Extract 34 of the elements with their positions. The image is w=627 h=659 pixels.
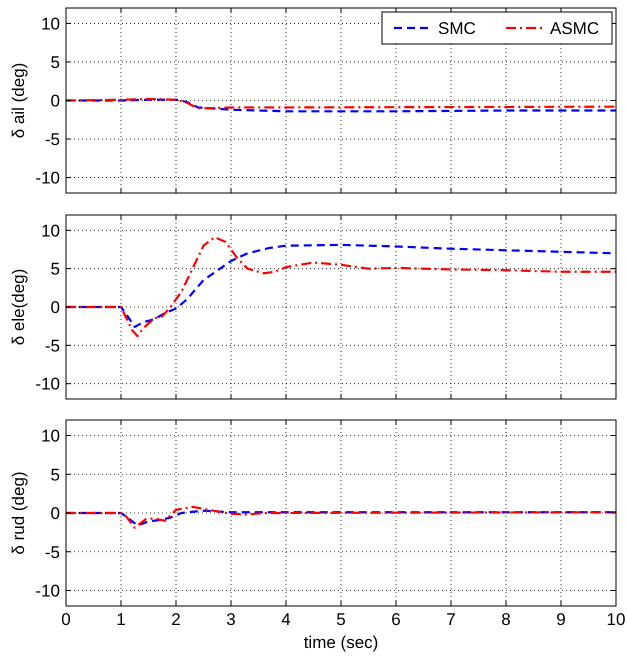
x-tick-label: 2 [171, 610, 181, 629]
x-axis-title: time (sec) [304, 633, 378, 652]
y-axis-title: δ rud (deg) [9, 471, 28, 555]
x-tick-label: 4 [281, 610, 291, 629]
x-tick-label: 6 [391, 610, 401, 629]
y-tick-label: 10 [41, 14, 60, 34]
legend-label: ASMC [550, 19, 600, 38]
y-tick-label: 10 [41, 221, 60, 240]
y-axis-title: δ ele(deg) [9, 268, 28, 346]
y-tick-label: 0 [50, 92, 60, 110]
y-axis-title: δ ail (deg) [9, 62, 28, 138]
line-series [64, 98, 618, 110]
y-tick-label: 10 [41, 426, 60, 446]
x-tick-label: 5 [336, 610, 346, 629]
y-tick-label: -5 [44, 542, 60, 562]
y-tick-label: 5 [50, 52, 60, 72]
y-tick-label: -10 [35, 582, 60, 600]
x-tick-label: 8 [501, 610, 511, 629]
legend-label: SMC [438, 19, 476, 38]
line-series [64, 236, 618, 338]
x-tick-label: 10 [606, 610, 626, 629]
x-tick-label: 7 [446, 610, 456, 629]
x-tick-label: 9 [556, 610, 566, 629]
y-tick-label: 0 [50, 504, 60, 523]
x-tick-label: 1 [116, 610, 126, 629]
line-series [64, 506, 618, 529]
y-tick-label: -10 [35, 168, 60, 188]
x-tick-label: 3 [226, 610, 236, 629]
y-tick-label: 5 [50, 260, 60, 279]
y-tick-label: -10 [35, 374, 60, 394]
y-tick-label: -5 [44, 130, 60, 150]
y-tick-label: -5 [44, 336, 60, 356]
y-tick-label: 5 [50, 465, 60, 484]
y-tick-label: 0 [50, 298, 60, 317]
